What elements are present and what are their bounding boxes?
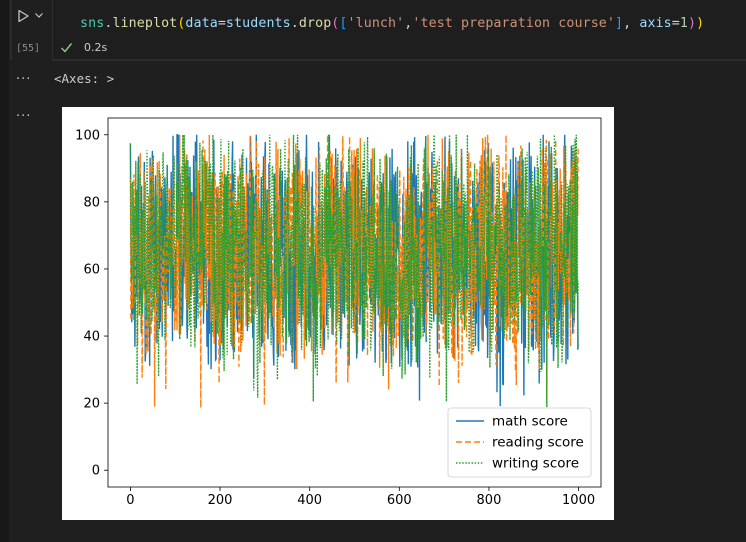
code-token: ,	[623, 16, 640, 31]
code-token: (	[331, 16, 340, 31]
code-token: )	[687, 16, 697, 31]
code-token: students	[225, 16, 291, 31]
code-token: 'test preparation course'	[412, 16, 616, 31]
code-token: data	[185, 16, 218, 31]
code-token: =	[217, 16, 226, 31]
x-tick-label-1: 200	[208, 493, 233, 508]
y-tick-label-2: 40	[83, 330, 100, 345]
code-token: =	[671, 16, 680, 31]
y-tick-label-5: 100	[75, 128, 100, 143]
code-token: ]	[615, 16, 624, 31]
x-tick-label-4: 800	[477, 493, 502, 508]
y-tick-label-0: 0	[92, 464, 100, 479]
left-gutter	[0, 0, 9, 542]
code-token: )	[696, 16, 705, 31]
execution-time: 0.2s	[84, 40, 108, 54]
x-tick-label-0: 0	[126, 493, 134, 508]
y-tick-label-1: 20	[83, 397, 100, 412]
x-tick-label-2: 400	[297, 493, 322, 508]
output-actions-button[interactable]: ···	[16, 72, 32, 87]
plot-figure: 0 200 400 600 800 1000 0 20 40 60 80 100 math score r…	[62, 107, 614, 520]
code-token: (	[177, 16, 186, 31]
execution-status: 0.2s	[60, 40, 107, 54]
code-token: lineplot	[112, 16, 178, 31]
x-tick-label-5: 1000	[562, 493, 595, 508]
check-icon	[60, 40, 74, 54]
legend-label-2: writing score	[492, 456, 579, 472]
legend-label-0: math score	[492, 414, 568, 430]
code-token: .	[290, 16, 299, 31]
code-token: [	[339, 16, 348, 31]
x-tick-label-3: 600	[387, 493, 412, 508]
legend-box	[447, 407, 592, 478]
y-tick-label-4: 80	[83, 195, 100, 210]
play-icon	[18, 9, 29, 23]
output-actions-button-2[interactable]: ···	[16, 109, 32, 124]
code-token: 1	[679, 16, 688, 31]
code-token: .	[104, 16, 113, 31]
code-line[interactable]: sns.lineplot(data=students.drop(['lunch'…	[80, 16, 704, 31]
line-chart: 0 200 400 600 800 1000 0 20 40 60 80 100 math score r…	[75, 117, 602, 508]
plot-frame	[107, 117, 602, 488]
output-repr-text: <Axes: >	[54, 71, 115, 86]
code-editor[interactable]	[52, 0, 746, 60]
cell-divider	[52, 60, 746, 61]
run-cell-button[interactable]	[12, 6, 34, 26]
code-token: 'lunch'	[347, 16, 405, 31]
code-token: sns	[80, 16, 105, 31]
cell-focus-bar	[10, 0, 12, 60]
legend-label-1: reading score	[492, 435, 584, 451]
chevron-down-icon	[35, 13, 43, 18]
run-options-button[interactable]	[33, 8, 45, 22]
code-token: axis	[639, 16, 672, 31]
execution-count: [55]	[16, 43, 41, 54]
code-token: ,	[404, 16, 413, 31]
series-line-2	[129, 134, 579, 408]
y-tick-label-3: 60	[83, 262, 100, 277]
code-token: drop	[298, 16, 332, 31]
